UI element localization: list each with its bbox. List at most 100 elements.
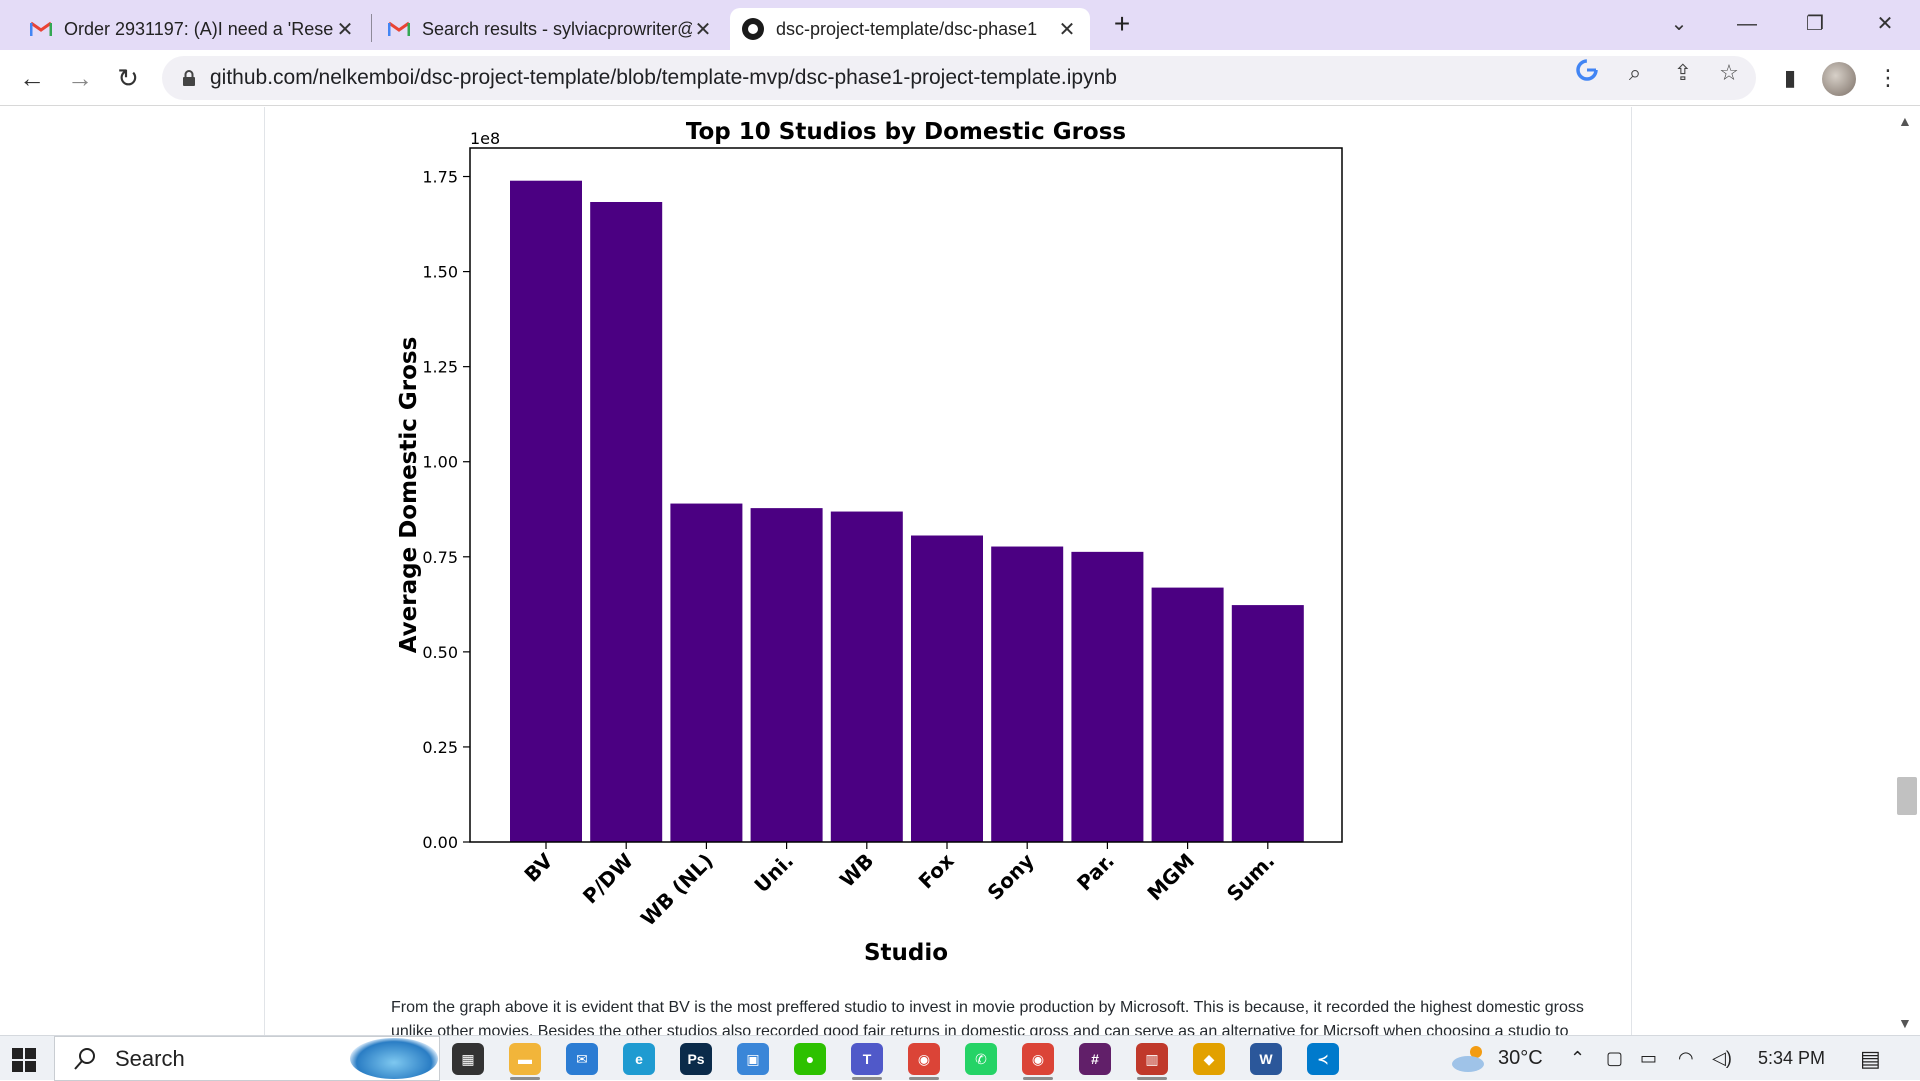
more-menu-icon[interactable]: ⋮ [1877,65,1899,90]
lock-icon [183,70,195,86]
edge-icon[interactable]: e [623,1043,655,1075]
avatar[interactable] [1822,62,1856,96]
x-tick-label: Fox [914,849,959,894]
mail-icon[interactable]: ✉ [566,1043,598,1075]
y-tick-label: 1.50 [422,263,458,282]
bookmark-star-icon[interactable]: ☆ [1719,60,1739,85]
bar-wb-nl [670,503,743,842]
search-highlight-image [350,1038,438,1079]
word-icon[interactable]: W [1250,1043,1282,1075]
app-running-indicator [1137,1077,1167,1080]
bar-wb [830,511,903,842]
battery-icon[interactable]: ▭ [1640,1048,1658,1068]
scroll-down-arrow-icon[interactable]: ▼ [1898,1015,1912,1031]
vscode-icon[interactable]: ≺ [1307,1043,1339,1075]
close-tab-icon[interactable]: ✕ [1058,18,1076,41]
x-tick-label: Sony [983,849,1039,905]
close-tab-icon[interactable]: ✕ [336,18,354,41]
close-window-icon[interactable]: ✕ [1876,13,1894,35]
windows-start-icon[interactable] [12,1048,36,1072]
paragraph-line: From the graph above it is evident that … [391,999,1584,1016]
file-explorer-icon[interactable]: ▬ [509,1043,541,1075]
side-panel-icon[interactable]: ▮ [1783,65,1797,90]
back-arrow-icon[interactable]: ← [19,63,45,93]
zoom-icon[interactable]: ⌕ [1628,60,1642,85]
tab-gmail-search[interactable]: Search results - sylviacprowriter@ ✕ [376,8,726,50]
restore-icon[interactable]: ❐ [1806,13,1824,35]
volume-icon[interactable]: ◁) [1712,1048,1732,1068]
gmail-icon [30,21,52,36]
wechat-icon[interactable]: ● [794,1043,826,1075]
bar-par [1071,551,1144,842]
gmail-icon [388,21,410,36]
tab-strip: Order 2931197: (A)I need a 'Rese ✕ Searc… [0,0,1920,50]
calendar-icon[interactable]: ▥ [1136,1043,1168,1075]
paragraph-line: unlike other movies. Besides the other s… [391,1023,1569,1035]
tab-gmail-order[interactable]: Order 2931197: (A)I need a 'Rese ✕ [18,8,368,50]
tab-search-chevron-down-icon[interactable]: ⌄ [1670,13,1688,35]
store-icon[interactable]: ▣ [737,1043,769,1075]
chrome-icon[interactable]: ◉ [1022,1043,1054,1075]
chart-title: Top 10 Studios by Domestic Gross [686,119,1126,145]
slack-icon[interactable]: # [1079,1043,1111,1075]
y-offset-label: 1e8 [470,129,500,148]
plot-frame [469,147,1343,843]
weather-cloud-icon[interactable] [1448,1036,1488,1081]
teams-icon[interactable]: T [851,1043,883,1075]
bar-fox [911,535,983,842]
x-tick-label: MGM [1142,849,1199,906]
tab-github-notebook[interactable]: dsc-project-template/dsc-phase1 ✕ [730,8,1090,50]
tab-title: dsc-project-template/dsc-phase1 [776,18,1038,39]
chevron-up-icon[interactable]: ⌃ [1570,1048,1586,1068]
y-tick-label: 0.25 [422,738,458,757]
wifi-icon[interactable]: ◠ [1678,1048,1694,1068]
device-icon[interactable]: ▢ [1606,1048,1624,1068]
close-tab-icon[interactable]: ✕ [694,18,712,41]
content-border-right [1631,107,1632,1035]
app-running-indicator [909,1077,939,1080]
y-tick-label: 0.50 [422,643,458,662]
x-tick-label: Sum. [1222,849,1279,906]
new-tab-button[interactable]: + [1113,8,1131,39]
page-content: Top 10 Studios by Domestic Gross 1e8 0.0… [0,107,1920,1035]
browser-toolbar: ← → ↻ github.com/nelkemboi/dsc-project-t… [0,50,1920,106]
bar-sony [991,546,1064,842]
photoshop-icon[interactable]: Ps [680,1043,712,1075]
windows-taskbar: Search ▦ ▬ ✉ e Ps ▣ ● T ◉ ✆ ◉ # ▥ ◆ W ≺ 30°C ⌃ ▢ ▭ ◠ ◁)… [0,1035,1920,1081]
y-tick-label: 0.00 [422,833,458,852]
y-axis-label: Average Domestic Gross [396,337,422,654]
tab-title: Order 2931197: (A)I need a 'Rese [64,18,334,39]
app-running-indicator [852,1077,882,1080]
clock-time[interactable]: 5:34 PM [1758,1048,1826,1068]
y-tick-label: 0.75 [422,548,458,567]
x-tick-label: P/DW [578,849,638,909]
reload-icon[interactable]: ↻ [117,63,139,93]
bar-p-dw [590,201,663,842]
chrome-icon[interactable]: ◉ [908,1043,940,1075]
whatsapp-icon[interactable]: ✆ [965,1043,997,1075]
google-icon[interactable] [1572,58,1602,88]
app-running-indicator [1023,1077,1053,1080]
y-tick-label: 1.75 [422,168,458,187]
bar-chart: Top 10 Studios by Domestic Gross 1e8 0.0… [396,119,1343,966]
bar-mgm [1151,587,1224,842]
page-scrollbar[interactable] [1894,107,1920,1035]
git-icon[interactable]: ◆ [1193,1043,1225,1075]
task-view-icon[interactable]: ▦ [452,1043,484,1075]
temperature-text[interactable]: 30°C [1498,1047,1543,1069]
share-icon[interactable]: ⇪ [1673,60,1693,85]
notification-icon[interactable]: ▤ [1860,1046,1881,1071]
x-axis-label: Studio [864,940,948,966]
github-icon [742,18,764,40]
address-bar[interactable]: github.com/nelkemboi/dsc-project-templat… [162,56,1756,100]
minimize-icon[interactable]: — [1737,13,1757,35]
scroll-thumb[interactable] [1897,777,1917,815]
x-tick-label: Uni. [749,849,798,898]
scroll-up-arrow-icon[interactable]: ▲ [1898,113,1912,129]
search-label: Search [115,1045,185,1071]
x-tick-label: BV [519,848,557,886]
url-text: github.com/nelkemboi/dsc-project-templat… [210,66,1117,89]
forward-arrow-icon[interactable]: → [67,63,93,93]
search-icon [74,1047,95,1070]
x-tick-label: WB [835,849,878,892]
